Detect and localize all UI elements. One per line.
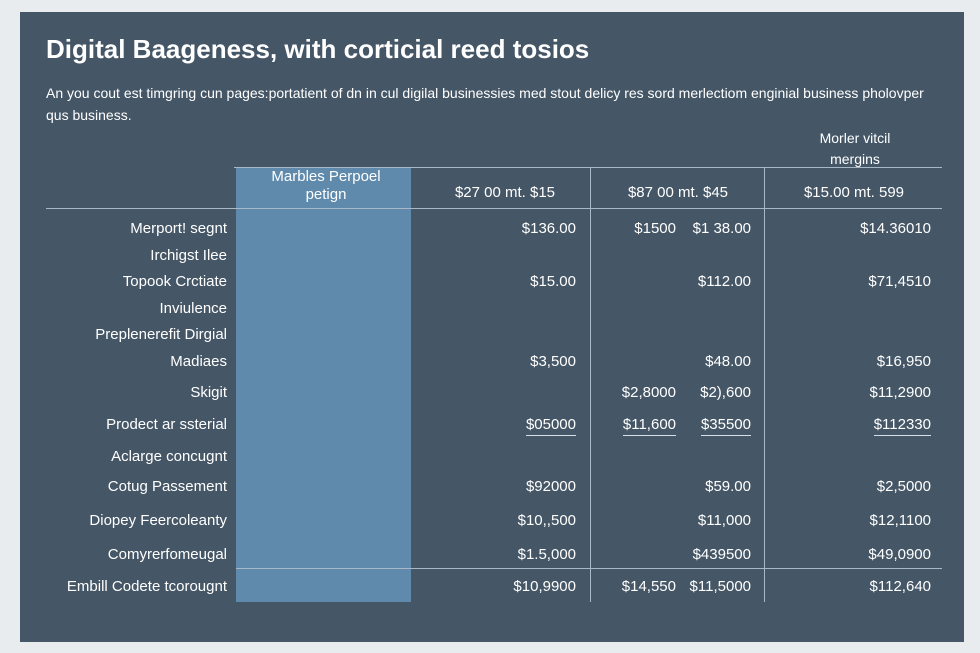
cell-col2b: $35500 xyxy=(700,416,751,436)
cell-col2a: $2,8000 xyxy=(621,384,676,401)
row-label: Comyrerfomeugal xyxy=(107,546,227,563)
cell-col2a: $11,600 xyxy=(622,416,676,436)
row-label: Skigit xyxy=(190,384,227,401)
cell-col1: $15.00 xyxy=(530,273,576,290)
cell-col1: $10,,500 xyxy=(517,512,576,529)
cell-col1: $92000 xyxy=(525,478,576,495)
cell-col1: $3,500 xyxy=(530,353,576,370)
cell-col1: $10,9900 xyxy=(513,578,576,595)
cell-col2b: $112.00 xyxy=(697,273,751,290)
cell-col2b: $59.00 xyxy=(705,478,751,495)
cell-col3: $49,0900 xyxy=(868,546,931,563)
row-label: Embill Codete tcorougnt xyxy=(66,578,227,595)
cell-col1: $1.5,000 xyxy=(517,546,576,563)
cell-col2b: $2),600 xyxy=(700,384,751,401)
cell-col3: $11,2900 xyxy=(869,384,931,401)
cell-col3: $16,950 xyxy=(876,353,931,370)
cell-col2b: $48.00 xyxy=(705,353,751,370)
cell-col2b: $439500 xyxy=(692,546,751,563)
header-cell-col1: $27 00 mt. $15 xyxy=(454,184,556,201)
cell-col2b: $11,000 xyxy=(697,512,751,529)
header-cell-col2: $87 00 mt. $45 xyxy=(627,184,729,201)
cell-col2b: $1 38.00 xyxy=(692,220,751,237)
cell-col3: $2,5000 xyxy=(876,478,931,495)
row-label: Preplenerefit Dirgial xyxy=(95,326,227,343)
cell-col3: $112330 xyxy=(873,416,931,436)
row-label: Inviulence xyxy=(159,300,227,317)
row-label: Cotug Passement xyxy=(107,478,227,495)
header-bottom-line xyxy=(46,208,942,209)
highlighted-column xyxy=(236,168,411,602)
column-note: Morler vitcil mergins xyxy=(819,130,891,167)
header-cell-marbles: Marbles Perpoel petign xyxy=(271,168,381,203)
row-label: Aclarge concugnt xyxy=(111,448,227,465)
row-label: Prodect ar ssterial xyxy=(106,416,227,433)
content-panel: Digital Baageness, with corticial reed t… xyxy=(20,12,964,642)
cell-col2b: $11,5000 xyxy=(689,578,751,595)
header-top-line xyxy=(234,167,942,168)
cell-col3: $14.36010 xyxy=(860,220,931,237)
row-label: Merport! segnt xyxy=(130,220,227,237)
cell-col1: $136.00 xyxy=(521,220,576,237)
row-label: Irchigst Ilee xyxy=(150,247,227,264)
page-title: Digital Baageness, with corticial reed t… xyxy=(46,34,590,64)
row-label: Madiaes xyxy=(170,353,227,370)
column-divider-2 xyxy=(764,167,765,602)
cell-col2a: $14,550 xyxy=(621,578,676,595)
column-divider-1 xyxy=(590,167,591,602)
page-description: An you cout est timgring cun pages:porta… xyxy=(46,85,924,123)
cell-col3: $71,4510 xyxy=(868,273,931,290)
cell-col1: $05000 xyxy=(525,416,576,436)
row-label: Diopey Feercoleanty xyxy=(89,512,227,529)
header-cell-col3: $15.00 mt. 599 xyxy=(803,184,905,201)
cell-col3: $112,640 xyxy=(869,578,931,595)
cell-col2a: $1500 xyxy=(634,220,676,237)
row-label: Topook Crctiate xyxy=(122,273,227,290)
total-row-line xyxy=(236,568,942,569)
cell-col3: $12,1100 xyxy=(869,512,931,529)
